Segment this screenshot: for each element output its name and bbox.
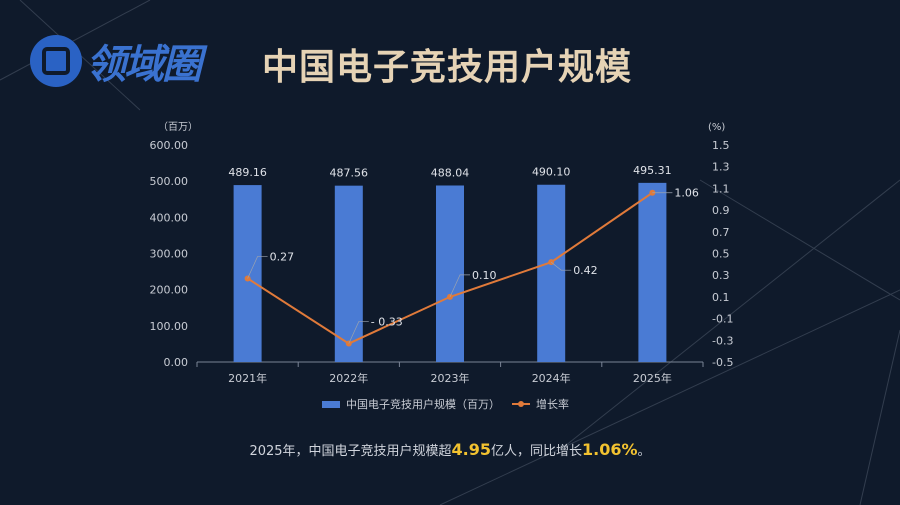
left-tick-label: 500.00	[150, 175, 189, 188]
summary-note: 2025年，中国电子竞技用户规模超4.95亿人，同比增长1.06%。	[0, 440, 900, 459]
note-prefix: 2025年，中国电子竞技用户规模超	[249, 444, 452, 459]
bar	[436, 185, 464, 362]
left-tick-label: 0.00	[164, 356, 189, 369]
left-tick-label: 400.00	[150, 211, 189, 224]
page-title: 中国电子竞技用户规模	[262, 47, 633, 88]
bar-value-label: 489.16	[228, 166, 267, 179]
legend: 中国电子竞技用户规模（百万） 增长率	[322, 396, 569, 412]
leader-line	[247, 256, 268, 279]
right-tick-label: 1.5	[712, 139, 730, 152]
x-tick-label: 2021年	[228, 371, 267, 385]
right-tick-label: 0.7	[712, 226, 730, 239]
growth-value-label: 0.27	[270, 250, 295, 263]
right-tick-label: 0.9	[712, 204, 730, 217]
right-axis-unit: (%)	[708, 122, 725, 133]
legend-line-swatch	[512, 401, 530, 407]
x-tick-label: 2025年	[633, 371, 672, 385]
growth-value-label: 1.06	[674, 187, 699, 200]
legend-bar-label: 中国电子竞技用户规模（百万）	[346, 398, 500, 411]
bar-value-label: 490.10	[532, 166, 571, 179]
right-tick-label: 0.1	[712, 291, 730, 304]
note-suffix: 。	[637, 444, 651, 459]
note-mid: 亿人，同比增长	[491, 444, 583, 459]
right-tick-label: 1.1	[712, 182, 730, 195]
bar-value-label: 487.56	[330, 167, 369, 180]
legend-bar-swatch	[322, 400, 340, 408]
x-tick-label: 2022年	[329, 371, 368, 385]
note-value-growth: 1.06%	[582, 440, 638, 459]
growth-value-label: 0.42	[573, 264, 598, 277]
x-tick-label: 2023年	[431, 371, 470, 385]
bar-value-label: 495.31	[633, 164, 672, 177]
bar	[334, 185, 363, 362]
leader-line	[449, 274, 470, 298]
right-tick-label: 0.5	[712, 248, 730, 261]
growth-value-label: - 0.33	[371, 316, 403, 329]
leader-line	[550, 261, 572, 271]
left-axis-unit: （百万）	[158, 121, 198, 133]
bar	[638, 182, 667, 362]
right-tick-label: 0.3	[712, 269, 730, 282]
right-tick-label: 1.3	[712, 161, 730, 174]
leader-line	[348, 321, 369, 344]
left-tick-label: 600.00	[150, 139, 189, 152]
logo-text: 领域圈	[86, 42, 202, 88]
left-tick-label: 100.00	[150, 320, 189, 333]
growth-value-label: 0.10	[472, 269, 497, 282]
logo: 领域圈	[30, 32, 202, 90]
bar-value-label: 488.04	[431, 166, 470, 179]
left-tick-label: 200.00	[150, 284, 189, 297]
right-tick-label: -0.1	[712, 313, 733, 326]
right-tick-label: -0.3	[712, 334, 733, 347]
legend-line-label: 增长率	[536, 398, 569, 411]
bar	[233, 185, 262, 362]
note-value-users: 4.95	[451, 440, 492, 459]
left-tick-label: 300.00	[150, 248, 189, 261]
logo-icon	[30, 35, 82, 87]
right-tick-label: -0.5	[712, 356, 733, 369]
bar	[537, 184, 566, 362]
x-tick-label: 2024年	[532, 371, 571, 385]
